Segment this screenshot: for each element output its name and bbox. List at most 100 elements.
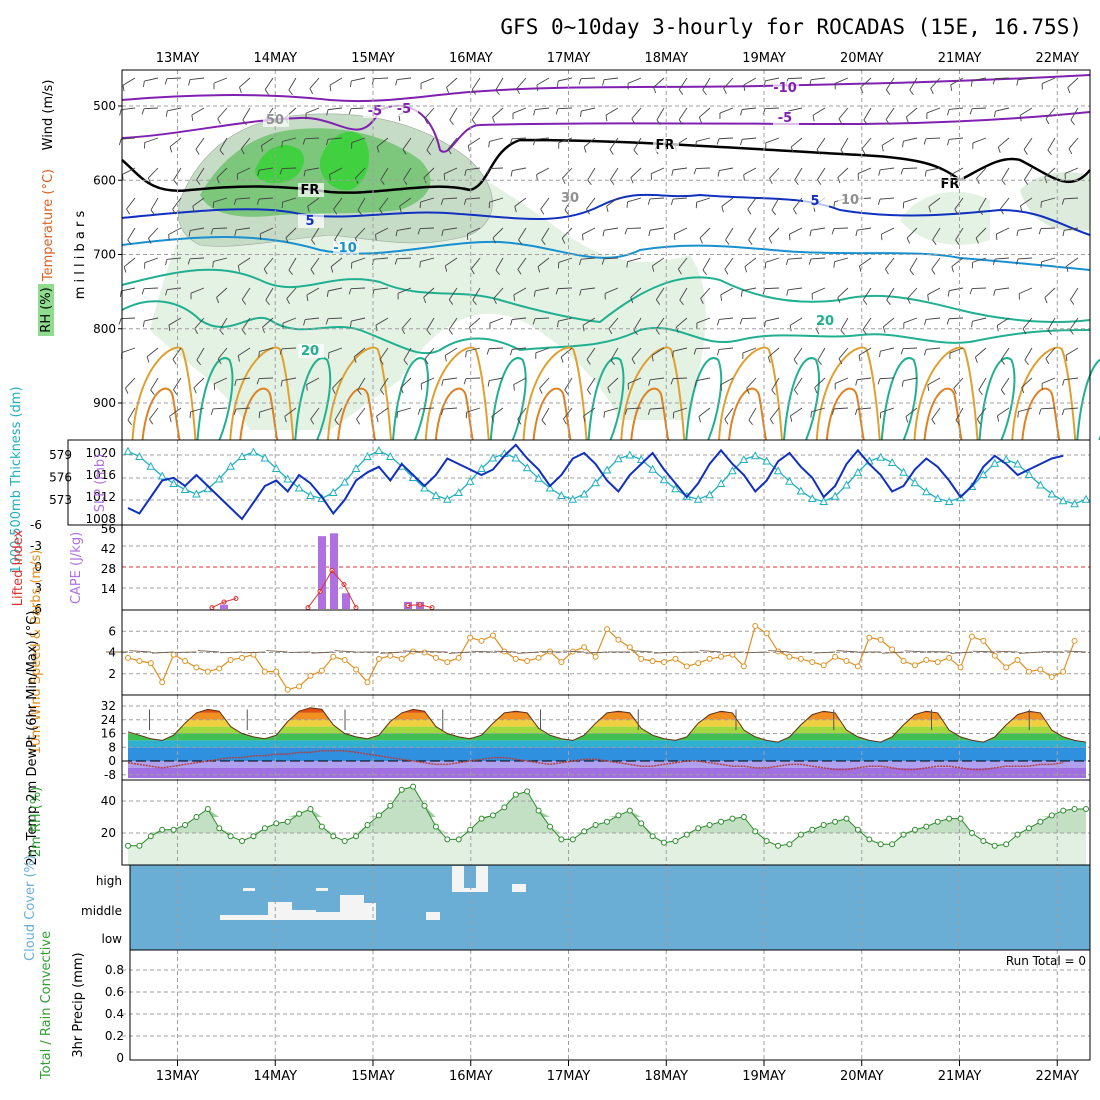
wind-barb bbox=[495, 77, 504, 91]
wind-barb bbox=[491, 407, 504, 417]
wind-barb bbox=[633, 317, 642, 331]
wind-barb-flag bbox=[376, 415, 379, 423]
thickness-point bbox=[807, 493, 817, 502]
rh-point bbox=[364, 822, 371, 828]
wind-barb bbox=[586, 347, 596, 360]
ytick-temp: 0 bbox=[108, 754, 116, 768]
thickness-point bbox=[614, 454, 623, 463]
wind-barb-flag bbox=[997, 146, 1001, 153]
rh-point bbox=[421, 802, 428, 809]
wind-barb-flag bbox=[817, 359, 822, 366]
wind-barb bbox=[953, 377, 964, 389]
wind-barb-flag bbox=[561, 237, 566, 244]
wind-barb bbox=[880, 347, 895, 352]
wind-barb-flag bbox=[587, 179, 592, 185]
wind-barb bbox=[1066, 257, 1079, 267]
wind-barb bbox=[259, 347, 274, 352]
wind-barb bbox=[333, 197, 343, 210]
thickness-point bbox=[750, 451, 760, 460]
day-label-top: 18MAY bbox=[644, 51, 688, 66]
wind-barb-flag bbox=[994, 111, 996, 118]
wind-barb-flag bbox=[258, 351, 260, 358]
wind-barb bbox=[125, 377, 136, 389]
wind-barb-flag bbox=[1070, 299, 1075, 305]
ytick-precip: 0.4 bbox=[105, 1007, 124, 1021]
wind-barb-flag bbox=[785, 259, 789, 266]
temp-line bbox=[127, 707, 1087, 743]
contour-label-bg bbox=[558, 191, 584, 205]
wind-barb-flag bbox=[564, 209, 570, 216]
wind-barb bbox=[881, 137, 895, 146]
wind-barb-flag bbox=[1061, 198, 1065, 205]
wind-barb bbox=[858, 347, 872, 356]
wind-barb-flag bbox=[698, 416, 701, 423]
ytick-slp: 1016 bbox=[85, 468, 116, 482]
wind-barb bbox=[537, 257, 550, 267]
wind-barb-flag bbox=[357, 389, 362, 395]
wind-barb bbox=[700, 287, 711, 299]
wind-barb bbox=[375, 317, 389, 326]
wind-barb bbox=[1000, 347, 1010, 360]
wind-barb-flag bbox=[513, 294, 516, 301]
wind-barb-10m bbox=[950, 651, 972, 654]
wind-speed-point bbox=[797, 655, 804, 662]
wind-barb bbox=[673, 167, 688, 171]
wind-barb bbox=[743, 77, 757, 86]
wind-speed-point bbox=[136, 658, 143, 664]
wind-barb-flag bbox=[124, 387, 129, 394]
ytick-thickness: 579 bbox=[49, 448, 72, 462]
wind-speed-point bbox=[398, 655, 405, 662]
thickness-point bbox=[887, 457, 897, 466]
wind-barb bbox=[374, 257, 389, 260]
wind-barb-flag bbox=[748, 419, 754, 426]
wind-barb-flag bbox=[401, 328, 406, 335]
wind-barb bbox=[603, 257, 619, 260]
wind-barb-flag bbox=[217, 118, 221, 125]
wind-barb bbox=[950, 167, 964, 176]
wind-barb bbox=[446, 77, 458, 88]
wind-barb-flag bbox=[510, 170, 513, 177]
ytick-temp: 16 bbox=[101, 727, 116, 741]
ytick-cloud: high bbox=[96, 874, 122, 888]
contour-loop bbox=[728, 387, 767, 441]
contour-loop bbox=[131, 346, 197, 441]
thickness-point bbox=[853, 467, 863, 476]
wind-barb-flag bbox=[510, 349, 513, 356]
wind-barb-flag bbox=[862, 299, 868, 305]
wind-barb bbox=[765, 77, 780, 82]
rh-point bbox=[387, 802, 394, 809]
thickness-point bbox=[625, 450, 635, 459]
wind-barb bbox=[926, 317, 941, 320]
wind-barb bbox=[426, 317, 435, 331]
wind-barb bbox=[126, 197, 136, 210]
wind-barb-flag bbox=[975, 237, 979, 244]
wind-barb-10m bbox=[836, 650, 858, 653]
contour-loop bbox=[587, 357, 625, 441]
thickness-point bbox=[1024, 469, 1034, 478]
day-label-top: 17MAY bbox=[547, 51, 591, 66]
wind-barb-flag bbox=[579, 110, 582, 118]
wind-barb bbox=[586, 377, 596, 390]
wind-barb-10m bbox=[722, 651, 744, 654]
wind-barb bbox=[880, 197, 895, 200]
wind-barb-10m bbox=[699, 650, 722, 653]
rh-point bbox=[318, 823, 325, 830]
ytick-precip: 0.2 bbox=[105, 1029, 124, 1043]
wind-barb bbox=[840, 317, 849, 331]
wind-speed-point bbox=[877, 636, 884, 643]
run-total: Run Total = 0 bbox=[1006, 954, 1086, 968]
wind-barb bbox=[376, 137, 389, 148]
temp-band bbox=[128, 726, 1086, 734]
wind-barb bbox=[150, 377, 159, 391]
thickness-point bbox=[705, 490, 714, 499]
wind-barb-flag bbox=[1023, 149, 1028, 155]
wind-barb bbox=[862, 317, 872, 330]
wind-barb bbox=[379, 347, 389, 360]
cloud-cell bbox=[476, 866, 488, 892]
contour-loop bbox=[532, 387, 572, 441]
wind-barb-flag bbox=[394, 258, 398, 265]
thickness-point bbox=[716, 478, 726, 487]
dewpt-line bbox=[127, 749, 1064, 771]
wind-barb-flag bbox=[262, 327, 265, 334]
wind-barb-flag bbox=[900, 348, 904, 355]
